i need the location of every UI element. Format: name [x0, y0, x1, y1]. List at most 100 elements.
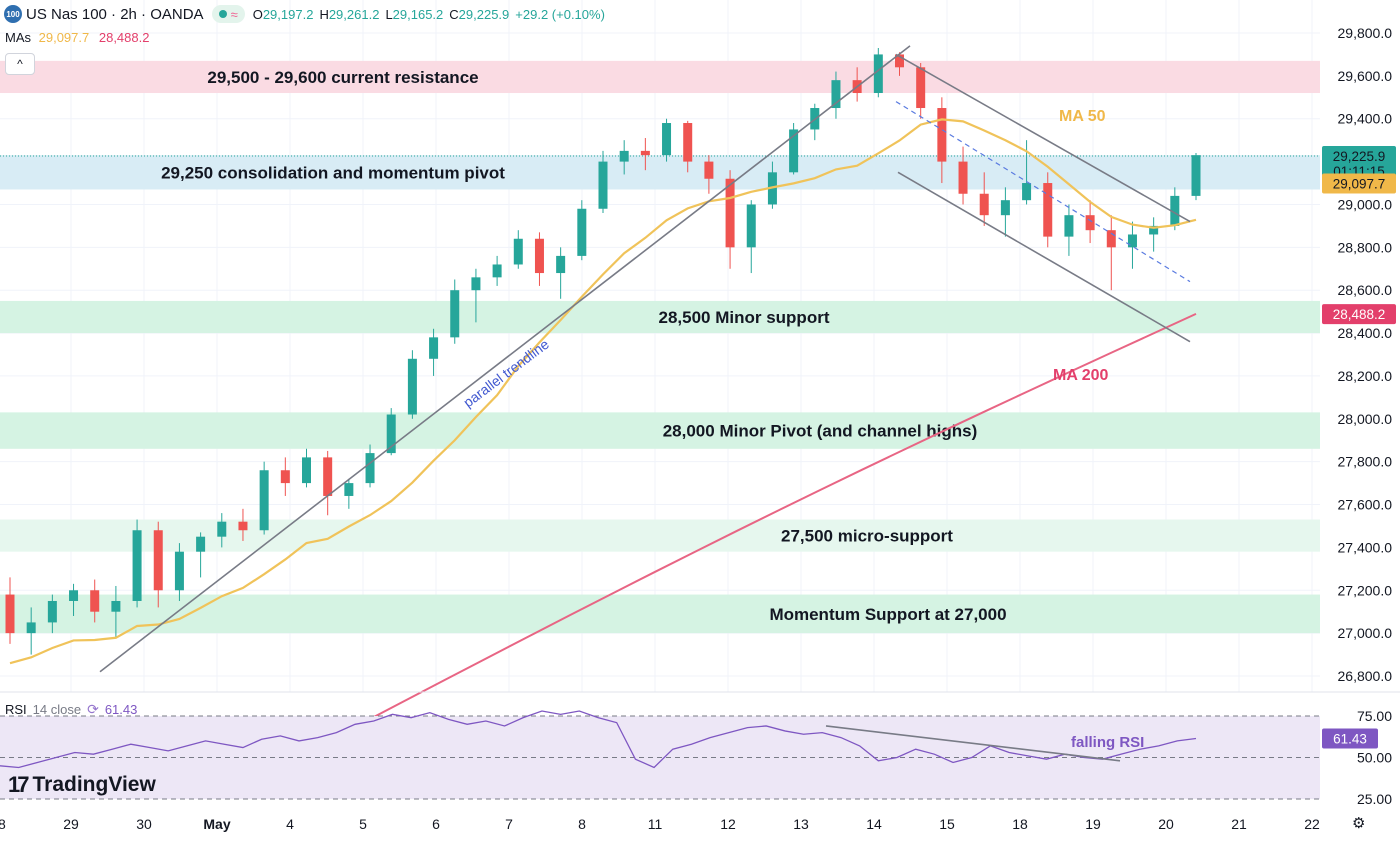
rsi-divergence-trendline	[825, 725, 1121, 762]
zone-label: Momentum Support at 27,000	[769, 605, 1006, 624]
rsi-value-badge	[1322, 728, 1378, 749]
time-axis-tick: 5	[359, 816, 367, 832]
candle	[132, 530, 142, 601]
candle	[725, 178, 735, 248]
candle	[1170, 195, 1180, 226]
ma-legend[interactable]: MAs 29,097.7 28,488.2	[5, 30, 149, 45]
ohlc-change: +29.2 (+0.10%)	[515, 6, 605, 22]
price-axis-tick: 27,200.0	[1338, 582, 1393, 598]
candle	[47, 600, 57, 623]
rsi-legend-label: RSI	[5, 702, 27, 717]
channel-lower-trendline	[897, 171, 1191, 343]
collapse-legend-button[interactable]: ^	[5, 53, 35, 75]
wave-icon: ≈	[230, 6, 238, 22]
candle	[1127, 234, 1137, 248]
time-axis-tick: May	[203, 816, 230, 832]
price-axis-tick: 27,400.0	[1338, 539, 1393, 555]
candle	[916, 67, 926, 109]
price-axis-tick: 27,000.0	[1338, 625, 1393, 641]
time-axis-tick: 22	[1304, 816, 1320, 832]
candle	[259, 470, 269, 531]
last-price-value: 29,225.9	[1333, 149, 1386, 164]
time-axis-tick: 6	[432, 816, 440, 832]
zone-band	[0, 594, 1320, 634]
price-axis-tick: 28,000.0	[1338, 411, 1393, 427]
candle	[217, 521, 227, 537]
rsi-legend[interactable]: RSI 14 close ⟳ 61.43	[5, 701, 137, 718]
zone-label: 28,500 Minor support	[659, 308, 830, 327]
candle	[492, 264, 502, 278]
rsi-value-label: 61.43	[1333, 732, 1367, 747]
candle	[1085, 215, 1095, 231]
time-axis-tick: 21	[1231, 816, 1247, 832]
candle	[513, 238, 523, 265]
price-axis-tick: 29,000.0	[1338, 196, 1393, 212]
candle	[280, 470, 290, 484]
candle	[640, 150, 650, 156]
time-axis-tick: 20	[1158, 816, 1174, 832]
time-axis-tick: 18	[1012, 816, 1028, 832]
candle	[153, 530, 163, 591]
price-axis-tick: 28,200.0	[1338, 368, 1393, 384]
last-price-badge	[1322, 146, 1396, 181]
price-axis-tick: 29,800.0	[1338, 25, 1393, 41]
candle	[429, 337, 439, 359]
ohlc-open: O29,197.2	[252, 6, 314, 22]
rsi-axis-tick: 75.00	[1357, 708, 1392, 724]
gear-icon[interactable]: ⚙	[1352, 815, 1366, 832]
price-axis-tick: 28,800.0	[1338, 239, 1393, 255]
refresh-icon[interactable]: ⟳	[87, 701, 99, 717]
candle	[1149, 225, 1159, 235]
parallel-trendline-annotation: parallel trendline	[460, 336, 552, 411]
ma50-legend-value: 29,097.7	[38, 30, 90, 45]
candle	[174, 551, 184, 591]
candle	[238, 521, 248, 531]
rsi-axis-tick: 25.00	[1357, 791, 1392, 807]
ma200-price-badge	[1322, 304, 1396, 325]
symbol-title[interactable]: US Nas 100 · 2h · OANDA	[26, 5, 204, 23]
tradingview-wordmark: TradingView	[32, 773, 156, 796]
candle	[534, 238, 544, 274]
candle	[556, 255, 566, 274]
candle	[90, 590, 100, 612]
ma200-line	[361, 312, 1197, 725]
candle	[662, 123, 672, 156]
candle	[1064, 215, 1074, 237]
time-axis-tick: 12	[720, 816, 736, 832]
market-status-badge[interactable]: ≈	[211, 5, 245, 23]
zone-label: 29,500 - 29,600 current resistance	[207, 68, 478, 87]
ma50-price-badge	[1322, 173, 1396, 194]
candle	[386, 414, 396, 454]
rsi-legend-value: 61.43	[104, 702, 138, 717]
rsi-axis-tick: 50.00	[1357, 750, 1392, 766]
symbol-header[interactable]: 100 US Nas 100 · 2h · OANDA ≈ O29,197.2 …	[4, 4, 611, 24]
candle	[1191, 155, 1201, 196]
price-axis-tick: 28,600.0	[1338, 282, 1393, 298]
time-axis-tick: 15	[939, 816, 955, 832]
time-axis-tick: 8	[578, 816, 586, 832]
market-open-dot-icon	[218, 10, 227, 18]
rsi-legend-params: 14 close	[32, 702, 82, 717]
candle	[323, 457, 333, 496]
zone-band	[0, 155, 1320, 190]
candle	[895, 54, 904, 68]
candle	[873, 54, 883, 94]
chevron-up-icon: ^	[17, 57, 23, 71]
time-axis-tick: 7	[505, 816, 513, 832]
ma200-annotation: MA 200	[1053, 367, 1109, 384]
candle	[471, 277, 481, 291]
candle	[450, 290, 460, 338]
candle	[26, 622, 36, 634]
candle	[979, 193, 989, 216]
candle	[831, 80, 841, 109]
candle	[69, 590, 79, 601]
price-axis-tick: 29,400.0	[1338, 111, 1393, 127]
time-axis-tick: 14	[866, 816, 882, 832]
ma50-line	[9, 118, 1197, 665]
candle	[196, 536, 206, 552]
candle	[344, 483, 354, 496]
time-axis-tick: 11	[648, 816, 663, 832]
zone-label: 29,250 consolidation and momentum pivot	[161, 163, 505, 182]
